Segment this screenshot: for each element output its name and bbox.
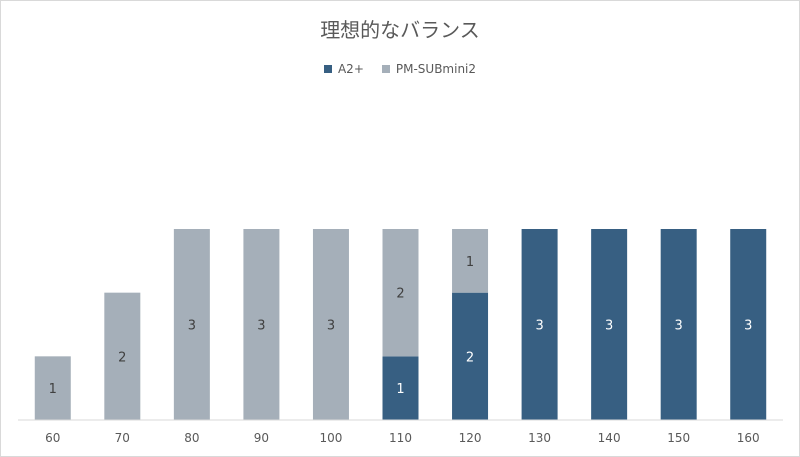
legend-label-a2: A2+: [337, 62, 364, 76]
data-label: 3: [535, 319, 543, 334]
legend-item-a2: A2+: [323, 62, 364, 76]
bar-segment: [243, 229, 280, 420]
x-tick-label: 130: [528, 431, 551, 445]
bar-segment: [730, 229, 767, 420]
bar-segment: [104, 292, 141, 420]
legend-item-pm-submini2: PM-SUBmini2: [381, 62, 477, 76]
x-tick-label: 140: [598, 431, 621, 445]
bar-segment: [382, 229, 419, 357]
data-label: 3: [327, 319, 335, 334]
bar-segment: [521, 229, 558, 420]
bar-segment: [173, 229, 210, 420]
data-label: 3: [257, 319, 265, 334]
data-label: 2: [118, 350, 126, 365]
x-tick-label: 110: [389, 431, 412, 445]
chart-title: 理想的なバランス: [320, 18, 480, 42]
data-label: 3: [188, 319, 196, 334]
data-label: 3: [675, 319, 683, 334]
x-tick-label: 150: [667, 431, 690, 445]
data-label: 3: [605, 319, 613, 334]
bar-segment: [660, 229, 697, 420]
bar-segment: [452, 292, 489, 420]
x-tick-label: 80: [184, 431, 199, 445]
bar-segment: [312, 229, 349, 420]
bar-segment: [34, 356, 71, 420]
x-tick-label: 60: [45, 431, 60, 445]
x-tick-label: 160: [737, 431, 760, 445]
legend-swatch-pm-submini2: [381, 65, 390, 73]
data-label: 2: [466, 350, 474, 365]
x-tick-label: 70: [115, 431, 130, 445]
bar-segment: [382, 356, 419, 420]
x-tick-label: 90: [254, 431, 269, 445]
legend-label-pm-submini2: PM-SUBmini2: [395, 62, 477, 76]
x-tick-label: 120: [459, 431, 482, 445]
x-tick-label: 100: [320, 431, 343, 445]
data-label: 3: [744, 319, 752, 334]
bar-segment: [452, 229, 489, 293]
bar-segment: [591, 229, 628, 420]
data-label: 2: [396, 287, 404, 302]
data-label: 1: [466, 255, 474, 270]
legend-swatch-a2: [323, 65, 332, 73]
data-label: 1: [396, 382, 404, 397]
data-label: 1: [49, 382, 57, 397]
legend: A2+ PM-SUBmini2: [0, 62, 800, 76]
